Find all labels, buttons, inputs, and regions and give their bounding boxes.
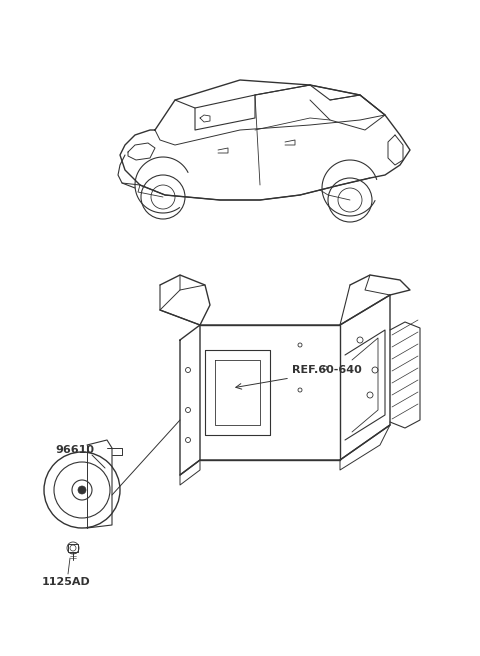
FancyBboxPatch shape bbox=[68, 544, 78, 552]
Text: 1125AD: 1125AD bbox=[42, 577, 91, 587]
Circle shape bbox=[78, 486, 86, 494]
Text: REF.60-640: REF.60-640 bbox=[292, 365, 362, 375]
Text: 96610: 96610 bbox=[55, 445, 94, 455]
